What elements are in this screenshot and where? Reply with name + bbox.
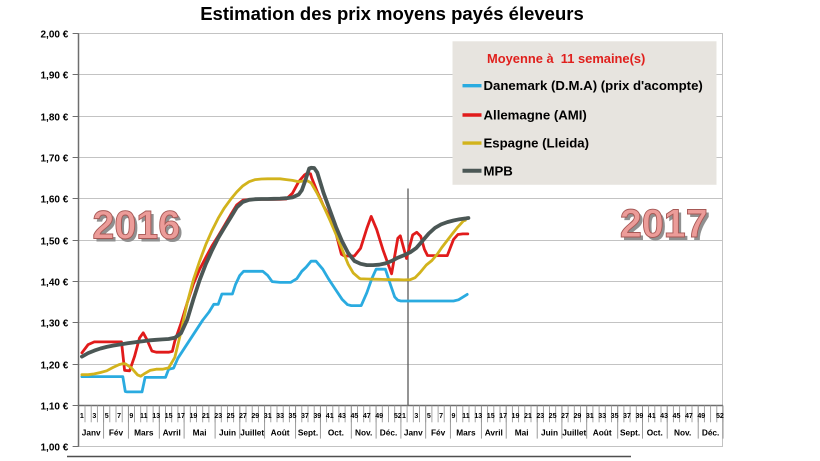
svg-text:3: 3 xyxy=(414,412,418,420)
svg-text:45: 45 xyxy=(350,412,358,420)
svg-text:1,00 €: 1,00 € xyxy=(40,443,68,454)
svg-text:17: 17 xyxy=(499,412,507,420)
svg-text:52: 52 xyxy=(394,412,402,420)
svg-text:13: 13 xyxy=(152,412,160,420)
svg-text:2016: 2016 xyxy=(95,206,183,250)
svg-text:Janv: Janv xyxy=(404,427,423,437)
svg-text:Avril: Avril xyxy=(485,427,503,437)
svg-text:33: 33 xyxy=(276,412,284,420)
svg-text:13: 13 xyxy=(474,412,482,420)
svg-text:35: 35 xyxy=(289,412,297,420)
svg-text:21: 21 xyxy=(524,412,532,420)
svg-text:Nov.: Nov. xyxy=(355,427,372,437)
svg-text:23: 23 xyxy=(214,412,222,420)
svg-text:37: 37 xyxy=(301,412,309,420)
svg-text:11: 11 xyxy=(140,412,148,420)
svg-text:27: 27 xyxy=(239,412,247,420)
svg-text:Mars: Mars xyxy=(134,427,154,437)
svg-text:1,40 €: 1,40 € xyxy=(40,278,68,289)
svg-text:2017: 2017 xyxy=(623,205,711,249)
svg-text:1,80 €: 1,80 € xyxy=(40,113,68,124)
svg-text:Juin: Juin xyxy=(219,427,236,437)
svg-text:19: 19 xyxy=(189,412,197,420)
svg-text:23: 23 xyxy=(536,412,544,420)
svg-text:Espagne (Lleida): Espagne (Lleida) xyxy=(484,136,590,151)
svg-text:Mai: Mai xyxy=(193,427,207,437)
svg-text:Août: Août xyxy=(271,427,290,437)
svg-text:Mai: Mai xyxy=(515,427,529,437)
svg-text:Fév: Fév xyxy=(431,427,446,437)
svg-text:Mars: Mars xyxy=(456,427,476,437)
svg-text:Avril: Avril xyxy=(163,427,181,437)
svg-text:1,60 €: 1,60 € xyxy=(40,195,68,206)
svg-text:17: 17 xyxy=(177,412,185,420)
svg-text:5: 5 xyxy=(105,412,109,420)
svg-text:49: 49 xyxy=(697,412,705,420)
svg-text:11: 11 xyxy=(462,412,470,420)
svg-text:5: 5 xyxy=(427,412,431,420)
svg-text:Juillet: Juillet xyxy=(562,427,586,437)
svg-text:Danemark (D.M.A) (prix d'acomp: Danemark (D.M.A) (prix d'acompte) xyxy=(484,78,703,93)
svg-text:MPB: MPB xyxy=(484,163,513,178)
svg-text:1,70 €: 1,70 € xyxy=(40,154,68,165)
svg-text:47: 47 xyxy=(685,412,693,420)
svg-text:Juin: Juin xyxy=(541,427,558,437)
svg-text:31: 31 xyxy=(586,412,594,420)
svg-text:25: 25 xyxy=(549,412,557,420)
svg-text:1: 1 xyxy=(80,412,84,420)
svg-text:39: 39 xyxy=(313,412,321,420)
svg-text:Fév: Fév xyxy=(109,427,124,437)
svg-text:1,30 €: 1,30 € xyxy=(40,319,68,330)
svg-text:49: 49 xyxy=(375,412,383,420)
svg-text:Estimation des prix moyens pay: Estimation des prix moyens payés éleveur… xyxy=(200,3,584,24)
svg-text:7: 7 xyxy=(117,412,121,420)
svg-text:27: 27 xyxy=(561,412,569,420)
svg-text:1,20 €: 1,20 € xyxy=(40,361,68,372)
svg-text:43: 43 xyxy=(660,412,668,420)
svg-text:Sept.: Sept. xyxy=(298,427,318,437)
svg-text:39: 39 xyxy=(635,412,643,420)
svg-text:9: 9 xyxy=(129,412,133,420)
svg-text:25: 25 xyxy=(227,412,235,420)
svg-text:Nov.: Nov. xyxy=(674,427,691,437)
svg-text:Moyenne à 11 semaine(s): Moyenne à 11 semaine(s) xyxy=(487,51,645,66)
svg-text:1: 1 xyxy=(402,412,406,420)
svg-text:29: 29 xyxy=(251,412,259,420)
svg-text:Allemagne (AMI): Allemagne (AMI) xyxy=(484,108,587,123)
svg-text:41: 41 xyxy=(648,412,656,420)
svg-text:45: 45 xyxy=(673,412,681,420)
svg-text:9: 9 xyxy=(452,412,456,420)
svg-text:43: 43 xyxy=(338,412,346,420)
svg-text:15: 15 xyxy=(487,412,495,420)
svg-text:Déc.: Déc. xyxy=(380,427,398,437)
svg-text:2016: 2016 xyxy=(92,204,180,248)
svg-text:Juillet: Juillet xyxy=(240,427,264,437)
svg-text:Sept.: Sept. xyxy=(620,427,640,437)
svg-text:35: 35 xyxy=(611,412,619,420)
svg-text:Août: Août xyxy=(593,427,612,437)
svg-text:Déc.: Déc. xyxy=(702,427,720,437)
svg-text:21: 21 xyxy=(202,412,210,420)
svg-text:15: 15 xyxy=(165,412,173,420)
svg-text:41: 41 xyxy=(326,412,334,420)
svg-text:29: 29 xyxy=(573,412,581,420)
svg-text:Oct.: Oct. xyxy=(647,427,663,437)
svg-text:3: 3 xyxy=(92,412,96,420)
svg-text:1,10 €: 1,10 € xyxy=(40,402,68,413)
svg-text:47: 47 xyxy=(363,412,371,420)
svg-text:33: 33 xyxy=(598,412,606,420)
svg-text:1,50 €: 1,50 € xyxy=(40,237,68,248)
svg-text:19: 19 xyxy=(512,412,520,420)
svg-text:Janv: Janv xyxy=(82,427,101,437)
svg-text:7: 7 xyxy=(439,412,443,420)
svg-text:2017: 2017 xyxy=(620,202,708,246)
svg-text:52: 52 xyxy=(716,412,724,420)
svg-text:1,90 €: 1,90 € xyxy=(40,71,68,82)
svg-text:Oct.: Oct. xyxy=(328,427,344,437)
svg-text:31: 31 xyxy=(264,412,272,420)
svg-text:37: 37 xyxy=(623,412,631,420)
svg-text:2,00 €: 2,00 € xyxy=(40,30,68,41)
